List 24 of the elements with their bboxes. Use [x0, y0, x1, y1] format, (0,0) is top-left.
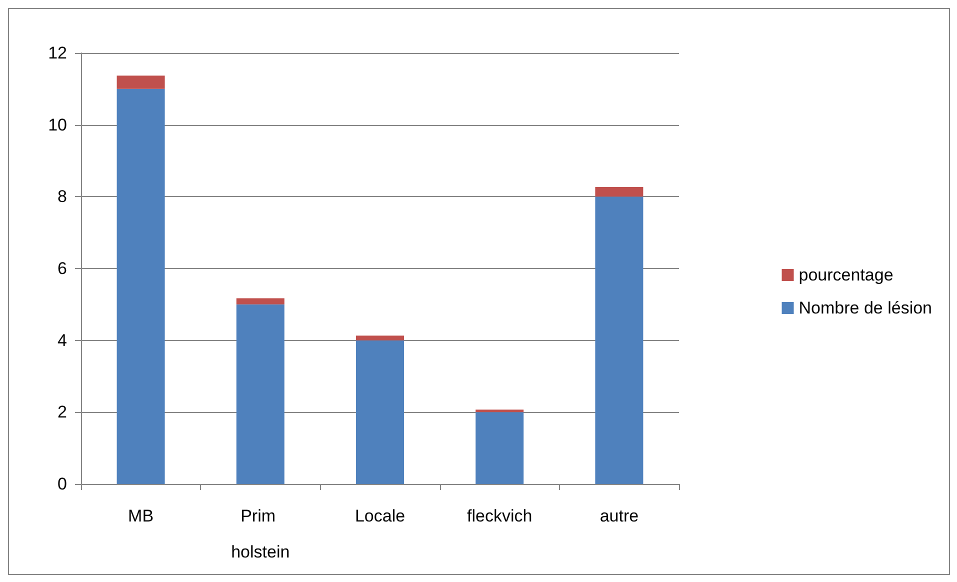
bar	[476, 410, 524, 412]
y-tick-label: 0	[58, 474, 67, 494]
x-tick-label: fleckvich	[467, 506, 532, 526]
x-tick-label: MB	[128, 506, 154, 526]
y-tick-label: 10	[48, 115, 67, 134]
x-tick-label: Prim holstein	[231, 506, 290, 562]
bar	[116, 88, 165, 484]
y-tick-label: 4	[58, 330, 67, 350]
bar	[356, 336, 404, 340]
legend-label: pourcentage	[798, 266, 894, 284]
y-tick-label: 8	[58, 187, 67, 206]
legend-label: Nombre de lésion	[798, 298, 932, 318]
bar	[356, 340, 404, 484]
bar	[595, 196, 644, 484]
bar	[236, 298, 284, 304]
bar	[595, 186, 644, 197]
x-tick-label: Locale	[354, 506, 406, 526]
y-tick-label: 2	[58, 402, 67, 422]
y-tick-label: 12	[48, 44, 67, 62]
bar	[116, 76, 165, 89]
bar	[236, 304, 284, 484]
bar	[476, 412, 524, 484]
y-tick-label: 6	[58, 259, 67, 278]
x-tick-label: autre	[600, 506, 639, 526]
